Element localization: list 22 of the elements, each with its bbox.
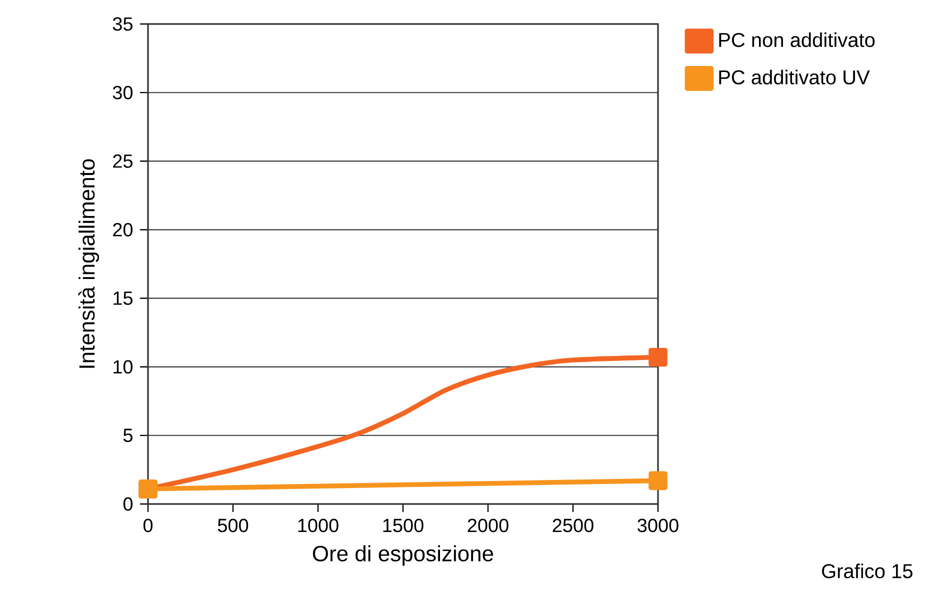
y-tick-label: 10 (114, 360, 133, 374)
x-tick-label: 500 (218, 518, 248, 532)
point (648, 348, 668, 367)
text: Grafico 15 (822, 564, 912, 578)
point (648, 471, 668, 490)
x-tick-label: 2500 (552, 518, 594, 532)
x-tick-label: 3000 (638, 518, 678, 532)
legend-label: PC additivato UV (719, 70, 870, 84)
y-tick-label: 35 (112, 17, 132, 31)
y-tick-label: 0 (123, 497, 133, 511)
x-axis-title: Ore di esposizione (312, 545, 494, 566)
y-tick-label: 25 (113, 154, 132, 168)
x-tick-label: 1500 (383, 518, 424, 532)
x-tick-label: 1000 (298, 518, 338, 532)
y-tick-label: 5 (123, 428, 132, 442)
x-tick-label: 2000 (468, 518, 508, 532)
x-tick-label: 0 (143, 518, 153, 532)
y-tick-label: 30 (112, 86, 133, 100)
y-axis-title: Intensità ingiallimento (78, 159, 100, 368)
legend-label: PC non additivato (719, 32, 875, 48)
y-tick-label: 20 (113, 222, 133, 236)
y-tick-label: 15 (114, 292, 132, 305)
